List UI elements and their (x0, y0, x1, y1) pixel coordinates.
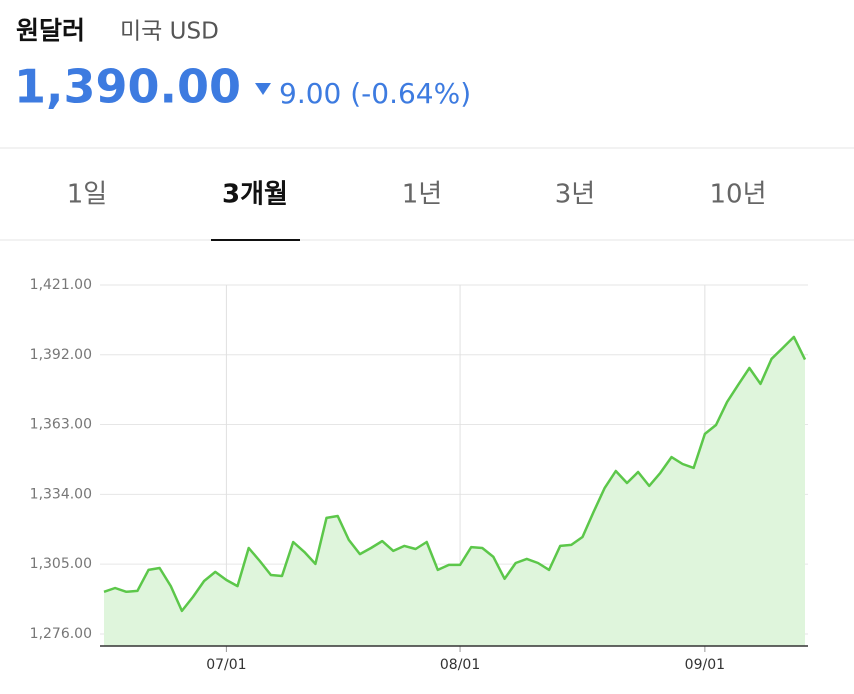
area-fill (104, 336, 805, 646)
price: 1,390.00 (14, 60, 241, 114)
down-arrow (255, 83, 271, 95)
tab[interactable]: 10년 (709, 180, 766, 210)
tab[interactable]: 3년 (555, 180, 595, 210)
y-tick-label: 1,392.00 (30, 347, 92, 363)
y-tick-label: 1,334.00 (30, 486, 92, 502)
tab[interactable]: 1년 (402, 180, 442, 210)
x-tick-label: 08/01 (440, 657, 480, 673)
line (103, 335, 807, 613)
y-tick-label: 1,305.00 (30, 556, 92, 572)
tab[interactable]: 1일 (67, 180, 107, 210)
chart: 1,276.00 1,305.00 1,334.00 1,363.00 1,392.00… (30, 277, 808, 673)
tab[interactable]: 3개월 (222, 180, 288, 210)
change: 9.00 (-0.64%) (279, 77, 471, 110)
y-tick-label: 1,363.00 (30, 417, 92, 433)
y-tick-label: 1,276.00 (30, 626, 92, 642)
x-tick-label: 07/01 (206, 657, 246, 673)
tab-bar: 1일 3개월 1년 3년 10년 (67, 180, 767, 210)
y-tick-label: 1,421.00 (30, 277, 92, 293)
x-tick-label: 09/01 (685, 657, 725, 673)
title: 원달러 (16, 16, 85, 45)
subtitle: 미국 USD (120, 19, 219, 45)
